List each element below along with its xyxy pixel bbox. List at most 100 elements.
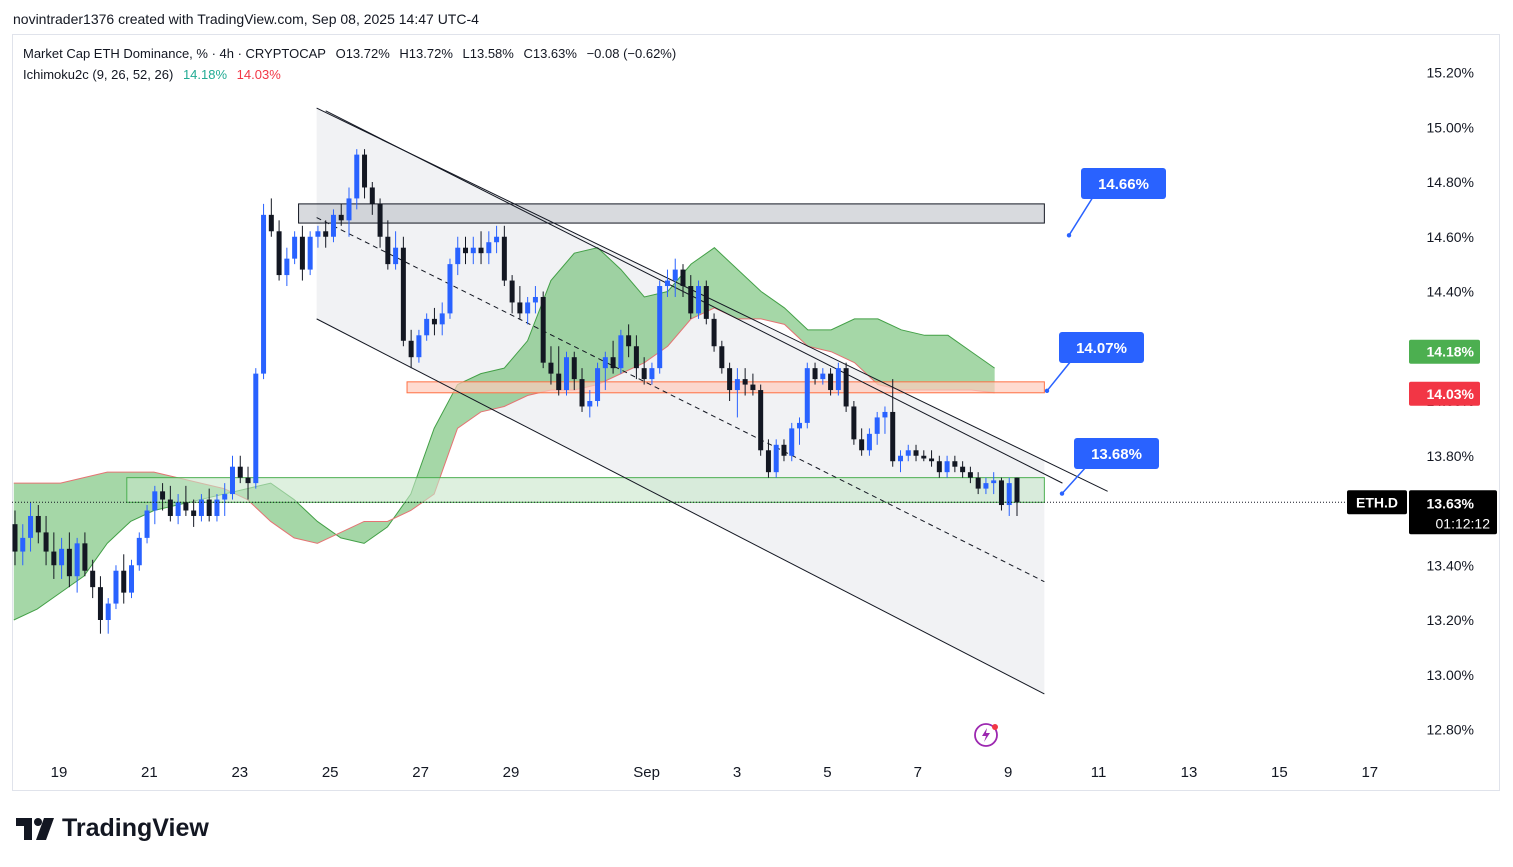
candle-body xyxy=(890,411,896,462)
symbol-description[interactable]: Market Cap ETH Dominance, % · 4h · CRYPT… xyxy=(23,46,326,61)
candle-body xyxy=(711,318,717,347)
x-tick-label: 11 xyxy=(1091,764,1107,781)
callout-leader xyxy=(1068,196,1094,236)
candle-body xyxy=(835,368,841,391)
candle-body xyxy=(843,368,849,407)
candle-body xyxy=(307,236,313,270)
x-tick-label: 13 xyxy=(1181,764,1198,781)
callout-label: 13.68% xyxy=(1091,446,1142,463)
candle-body xyxy=(408,340,414,358)
candle-body xyxy=(97,587,103,620)
callout-dot xyxy=(1059,491,1065,496)
candle-body xyxy=(28,515,34,538)
indicator-name[interactable]: Ichimoku2c (9, 26, 52, 26) xyxy=(23,67,174,82)
candle-body xyxy=(680,269,686,287)
x-tick-label: 17 xyxy=(1361,764,1378,781)
candle-body xyxy=(354,154,360,199)
symbol-badge xyxy=(1347,490,1407,515)
candle-body xyxy=(501,236,507,281)
candle-body xyxy=(696,286,702,314)
candle-body xyxy=(548,362,554,374)
x-tick-label: 9 xyxy=(1004,764,1012,781)
candle-body xyxy=(595,368,601,401)
candle-body xyxy=(486,242,492,254)
candle-body xyxy=(703,286,709,319)
candle-body xyxy=(175,502,181,516)
candle-body xyxy=(66,548,72,577)
candle-body xyxy=(921,455,927,459)
x-tick-label: 21 xyxy=(141,764,158,781)
candle-body xyxy=(330,214,336,237)
y-tick-label: 14.80% xyxy=(1427,174,1474,190)
candle-body xyxy=(206,499,212,516)
indicator-value-a: 14.18% xyxy=(182,67,228,82)
y-tick-label: 13.80% xyxy=(1427,448,1474,464)
candle-body xyxy=(540,296,546,363)
callout-leader xyxy=(1061,466,1087,495)
candle-body xyxy=(975,477,981,489)
callout-box xyxy=(1059,332,1144,363)
x-tick-label: 3 xyxy=(733,764,741,781)
channel-fill xyxy=(316,108,1045,694)
candle-body xyxy=(268,214,274,232)
candle-body xyxy=(261,214,267,374)
open-value: O13.72% xyxy=(335,46,390,61)
x-tick-label: 7 xyxy=(914,764,922,781)
candle-body xyxy=(152,491,158,511)
y-tick-label: 13.40% xyxy=(1427,557,1474,573)
flash-icon[interactable] xyxy=(973,722,999,748)
candle-body xyxy=(377,203,383,237)
candle-body xyxy=(284,258,290,276)
candle-body xyxy=(385,236,391,265)
tradingview-logo[interactable]: TradingView xyxy=(16,814,209,843)
y-tick-label: 13.00% xyxy=(1427,667,1474,683)
candle-body xyxy=(765,450,771,473)
candle-body xyxy=(804,368,810,423)
candle-body xyxy=(517,302,523,314)
candle-body xyxy=(245,477,251,484)
candle-body xyxy=(998,480,1004,506)
trendline xyxy=(325,110,1063,484)
candle-body xyxy=(323,231,329,237)
candle-body xyxy=(463,247,469,254)
candle-body xyxy=(859,439,865,451)
candle-body xyxy=(952,461,958,467)
candle-body xyxy=(315,231,321,237)
candle-body xyxy=(136,537,142,566)
indicator-value-b: 14.03% xyxy=(236,67,281,82)
price-badge xyxy=(1409,381,1480,406)
candle-body xyxy=(439,313,445,325)
channel-upper-line xyxy=(316,107,1108,492)
candle-body xyxy=(82,543,88,571)
candle-body xyxy=(509,280,515,303)
candle-body xyxy=(991,480,997,484)
callout-box xyxy=(1074,438,1159,469)
x-tick-label: 23 xyxy=(231,764,248,781)
price-chart[interactable]: 15.20%15.00%14.80%14.60%14.40%14.20%14.0… xyxy=(0,0,1513,800)
candle-body xyxy=(649,368,655,380)
candle-body xyxy=(494,236,500,243)
candle-body xyxy=(929,458,935,462)
candle-body xyxy=(563,357,569,391)
brand-name: TradingView xyxy=(62,814,209,842)
candle-body xyxy=(121,570,127,593)
candle-body xyxy=(214,499,220,516)
candle-body xyxy=(750,384,756,391)
author-credit: novintrader1376 created with TradingView… xyxy=(13,11,479,27)
candle-body xyxy=(936,461,942,473)
close-value: C13.63% xyxy=(523,46,577,61)
candle-body xyxy=(253,373,259,484)
candle-body xyxy=(525,302,531,314)
last-price-badge xyxy=(1409,490,1497,535)
callout-leader xyxy=(1046,360,1072,392)
y-tick-label: 15.20% xyxy=(1427,65,1474,81)
candle-body xyxy=(602,357,608,369)
orange-zone xyxy=(406,381,1045,394)
candle-body xyxy=(338,214,344,221)
candle-body xyxy=(113,570,119,604)
candle-body xyxy=(820,373,826,380)
x-tick-label: 15 xyxy=(1271,764,1288,781)
indicator-legend: Ichimoku2c (9, 26, 52, 26) 14.18% 14.03% xyxy=(23,67,287,82)
candle-body xyxy=(610,357,616,369)
candle-body xyxy=(773,444,779,473)
